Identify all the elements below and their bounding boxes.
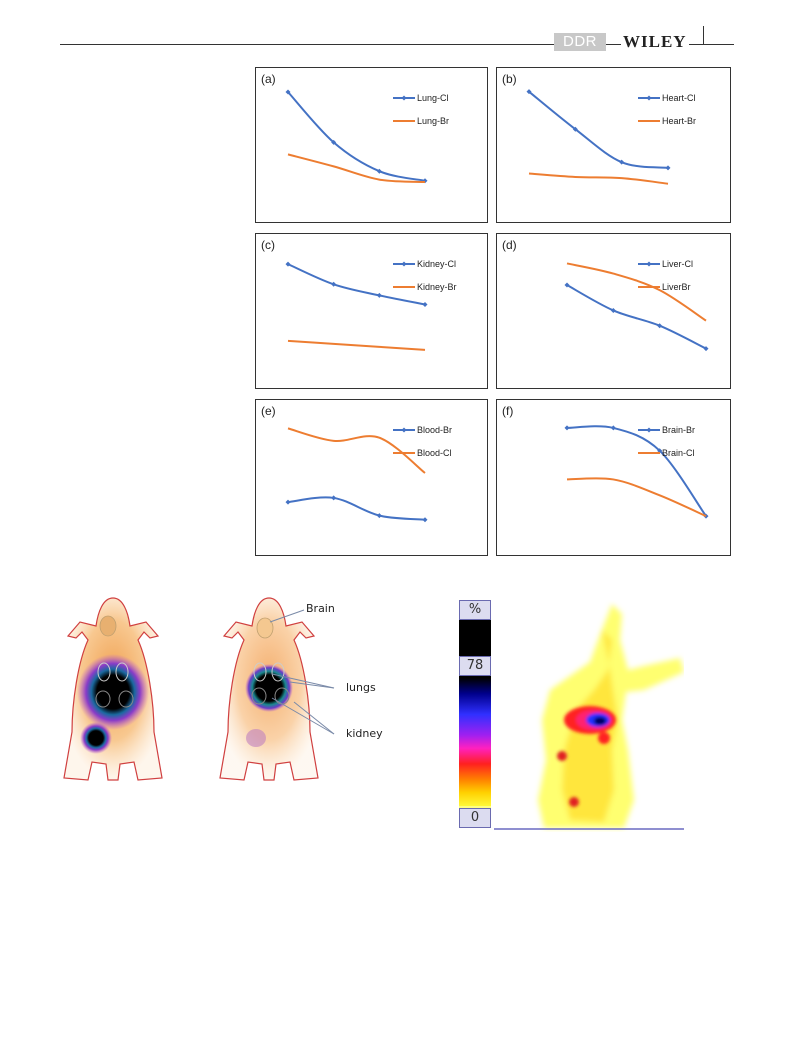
data-point xyxy=(376,168,382,174)
data-point xyxy=(665,165,671,171)
legend-marker xyxy=(401,95,407,101)
header-tick xyxy=(703,26,704,44)
annotation-arrows xyxy=(269,609,335,735)
series-line-heart-br xyxy=(528,172,669,185)
legend-label: Heart-Br xyxy=(662,116,696,126)
panel-label: (a) xyxy=(261,72,276,86)
series-line-lung-br xyxy=(287,153,426,183)
scale-unit: % xyxy=(459,600,491,620)
publisher-name: WILEY xyxy=(621,32,689,52)
chart-panel-e: (e) Blood-Br Blood-Cl xyxy=(255,399,488,556)
series-line-kidney-br xyxy=(287,339,426,351)
chart-svg: Lung-Cl Lung-Br xyxy=(285,89,449,184)
color-scale: % 78 0 xyxy=(457,600,493,828)
legend-label: Heart-Cl xyxy=(662,93,696,103)
legend-label: LiverBr xyxy=(662,282,691,292)
legend-marker xyxy=(401,261,407,267)
legend-label: Brain-Br xyxy=(662,425,695,435)
data-point xyxy=(422,517,428,523)
legend-label: Lung-Cl xyxy=(417,93,449,103)
legend-label: Liver-Cl xyxy=(662,259,693,269)
data-point xyxy=(610,425,616,431)
series-line-liver-cl xyxy=(566,284,707,350)
series-line-blood-cl xyxy=(287,427,426,474)
chart-panel-b: (b) Heart-Cl Heart-Br xyxy=(496,67,731,223)
scale-max: 78 xyxy=(459,656,491,676)
chart-panel-c: (c) Kidney-Cl Kidney-Br xyxy=(255,233,488,389)
legend-marker xyxy=(646,427,652,433)
data-point xyxy=(285,261,291,267)
legend-label: Brain-Cl xyxy=(662,448,695,458)
data-point xyxy=(331,495,337,501)
header-rule xyxy=(60,44,734,45)
label-kidney: kidney xyxy=(346,727,383,740)
legend-label: Kidney-Cl xyxy=(417,259,456,269)
data-point xyxy=(657,448,663,454)
panel-label: (d) xyxy=(502,238,517,252)
legend-marker xyxy=(646,95,652,101)
label-lungs: lungs xyxy=(346,681,376,694)
data-point xyxy=(331,139,337,145)
data-point xyxy=(610,307,616,313)
data-point xyxy=(331,281,337,287)
data-point xyxy=(285,499,291,505)
chart-panel-a: (a) Lung-Cl Lung-Br xyxy=(255,67,488,223)
series-line-heart-cl xyxy=(528,90,669,169)
legend-marker xyxy=(646,261,652,267)
data-point xyxy=(564,282,570,288)
mouse-scan-ventral xyxy=(63,597,163,781)
scale-gradient xyxy=(459,678,491,808)
data-point xyxy=(376,292,382,298)
chart-svg: Liver-Cl LiverBr xyxy=(564,259,709,352)
data-point xyxy=(657,323,663,329)
series-line-blood-br xyxy=(287,496,426,521)
panel-label: (c) xyxy=(261,238,275,252)
legend-marker xyxy=(401,427,407,433)
journal-badge: DDR xyxy=(554,33,606,51)
series-line-brain-br xyxy=(566,425,707,517)
data-point xyxy=(564,425,570,431)
data-point xyxy=(526,89,532,95)
panel-label: (f) xyxy=(502,404,514,418)
series-line-liverbr xyxy=(566,262,707,322)
legend-label: Lung-Br xyxy=(417,116,449,126)
legend-label: Blood-Br xyxy=(417,425,452,435)
scale-min: 0 xyxy=(459,808,491,828)
legend-label: Blood-Cl xyxy=(417,448,452,458)
chart-panel-f: (f) Brain-Br Brain-Cl xyxy=(496,399,731,556)
legend-label: Kidney-Br xyxy=(417,282,457,292)
chart-svg: Blood-Br Blood-Cl xyxy=(285,425,452,523)
panel-label: (b) xyxy=(502,72,517,86)
series-line-lung-cl xyxy=(287,91,426,182)
panel-label: (e) xyxy=(261,404,276,418)
data-point xyxy=(619,159,625,165)
chart-svg: Heart-Cl Heart-Br xyxy=(526,89,696,185)
data-point xyxy=(572,126,578,132)
data-point xyxy=(422,301,428,307)
label-brain: Brain xyxy=(306,602,335,615)
series-line-brain-cl xyxy=(566,477,707,518)
data-point xyxy=(285,89,291,95)
data-point xyxy=(376,513,382,519)
chart-svg: Brain-Br Brain-Cl xyxy=(564,425,709,519)
chart-svg: Kidney-Cl Kidney-Br xyxy=(285,259,457,351)
data-point xyxy=(703,346,709,352)
series-line-kidney-cl xyxy=(287,263,426,306)
chart-panel-d: (d) Liver-Cl LiverBr xyxy=(496,233,731,389)
gamma-camera-image xyxy=(494,604,684,830)
